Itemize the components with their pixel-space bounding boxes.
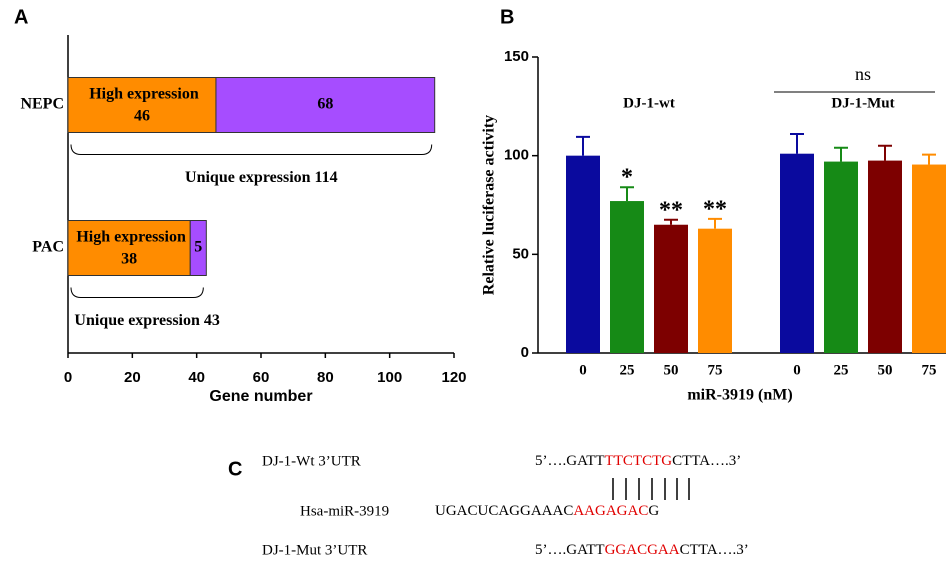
y-tick-label: 100 xyxy=(504,147,529,164)
x-tick-label: 120 xyxy=(441,369,466,386)
bracket-label: Unique expression 43 xyxy=(74,312,220,329)
error-bar xyxy=(878,144,892,161)
bar-segment xyxy=(67,220,191,276)
error-bar xyxy=(708,217,722,229)
sequence-part: AAGAGAC xyxy=(573,503,648,519)
pairing-lines xyxy=(612,478,690,500)
series-label: High expression xyxy=(76,229,186,246)
x-tick-label: 75 xyxy=(922,362,937,378)
bracket xyxy=(70,287,204,298)
bracket xyxy=(70,144,433,155)
sequence-part: 5’….GATT xyxy=(535,542,605,558)
bar xyxy=(912,164,946,353)
bar xyxy=(566,155,600,353)
x-tick-label: 0 xyxy=(793,362,801,378)
y-axis-label: Relative luciferase activity xyxy=(481,115,498,295)
x-axis-label: Gene number xyxy=(209,388,312,405)
group-label: DJ-1-wt xyxy=(623,95,675,111)
x-tick-label: 0 xyxy=(64,369,72,386)
bar xyxy=(868,160,902,353)
x-tick-label: 20 xyxy=(124,369,141,386)
series-label: High expression xyxy=(89,86,199,103)
x-tick-label: 50 xyxy=(664,362,679,378)
category-label: NEPC xyxy=(20,96,64,113)
sequence-part: GGACGAA xyxy=(605,542,680,558)
error-bar xyxy=(790,132,804,154)
sequence-part: UGACUCAGGAAAC xyxy=(435,503,573,519)
data-label: 68 xyxy=(317,96,333,113)
x-tick-label: 25 xyxy=(834,362,849,378)
x-tick-label: 40 xyxy=(188,369,205,386)
error-bar xyxy=(834,146,848,162)
significance-label: ** xyxy=(703,196,727,222)
x-tick-label: 60 xyxy=(253,369,270,386)
bar xyxy=(610,201,644,353)
x-tick-label: 0 xyxy=(579,362,587,378)
bar xyxy=(654,224,688,353)
sequence-part: CTTA….3’ xyxy=(672,453,741,469)
sequence-part: CTTA….3’ xyxy=(680,542,749,558)
bar xyxy=(698,228,732,353)
data-label: 5 xyxy=(194,239,202,256)
data-label: 46 xyxy=(134,108,150,125)
bracket-label: Unique expression 114 xyxy=(185,169,338,186)
x-tick-label: 25 xyxy=(620,362,635,378)
sequence: UGACUCAGGAAACAAGAGACG xyxy=(435,503,659,519)
sequence-part: 5’….GATT xyxy=(535,453,605,469)
y-tick-label: 50 xyxy=(512,245,529,262)
x-tick-label: 80 xyxy=(317,369,334,386)
x-axis-label: miR-3919 (nM) xyxy=(687,387,792,404)
bar-segment xyxy=(189,220,207,276)
x-tick-label: 50 xyxy=(878,362,893,378)
panel-label: B xyxy=(500,6,514,28)
error-bar xyxy=(664,218,678,225)
bar xyxy=(824,161,858,353)
bar xyxy=(780,153,814,353)
significance-label: ** xyxy=(659,197,683,223)
bar-segment xyxy=(67,77,217,133)
data-label: 38 xyxy=(121,251,137,268)
significance-label: * xyxy=(621,165,633,191)
error-bar xyxy=(922,153,936,165)
y-tick-label: 0 xyxy=(521,344,529,361)
group-label: DJ-1-Mut xyxy=(831,95,894,111)
sequence: 5’….GATTGGACGAACTTA….3’ xyxy=(535,542,749,558)
x-tick-label: 75 xyxy=(708,362,723,378)
sequence-part: TTCTCTG xyxy=(605,453,673,469)
error-bar xyxy=(576,135,590,156)
sequence-name: Hsa-miR-3919 xyxy=(300,503,389,519)
panel-label: A xyxy=(14,6,28,28)
bar-segment xyxy=(215,77,436,133)
sequence-part: G xyxy=(648,503,659,519)
group-note: ns xyxy=(855,64,871,84)
panel-label: C xyxy=(228,458,242,480)
sequence-name: DJ-1-Wt 3’UTR xyxy=(262,453,361,469)
x-tick-label: 100 xyxy=(377,369,402,386)
sequence: 5’….GATTTTCTCTGCTTA….3’ xyxy=(535,453,741,469)
sequence-name: DJ-1-Mut 3’UTR xyxy=(262,542,367,558)
y-tick-label: 150 xyxy=(504,48,529,65)
error-bar xyxy=(620,186,634,202)
category-label: PAC xyxy=(32,239,64,256)
